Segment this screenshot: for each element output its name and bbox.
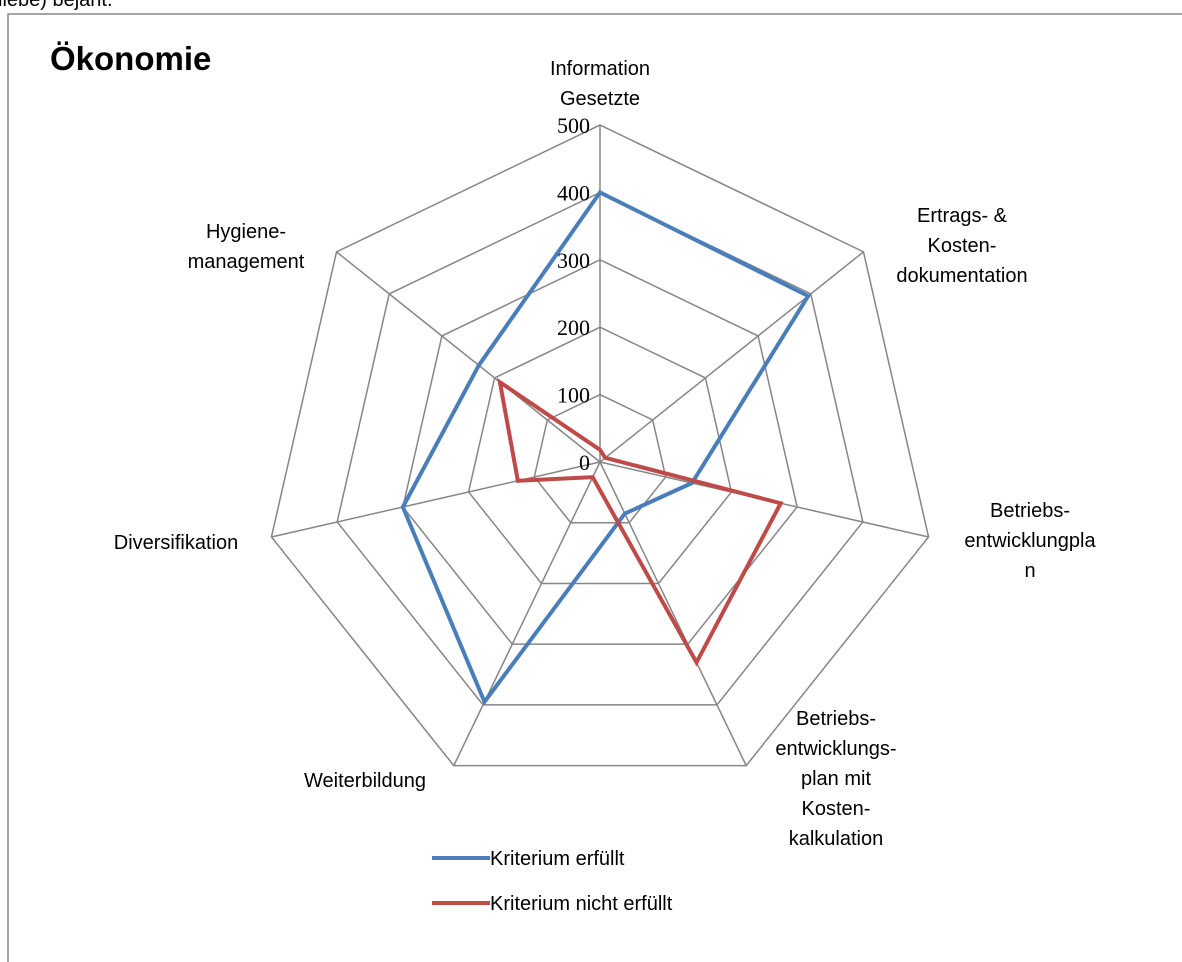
series-line <box>497 377 784 667</box>
spoke <box>271 461 601 538</box>
legend-label: Kriterium nicht erfüllt <box>490 893 673 915</box>
series-line <box>400 189 812 706</box>
y-tick-label: 100 <box>557 383 590 408</box>
axis-label: Diversifikation <box>114 532 238 554</box>
y-tick-label: 0 <box>579 450 590 475</box>
axis-label: Weiterbildung <box>304 770 426 792</box>
axis-label: Betriebs-entwicklungs-plan mit Kosten-kal… <box>775 708 896 850</box>
legend-label: Kriterium erfüllt <box>490 848 625 870</box>
chart-title: Ökonomie <box>50 40 211 77</box>
grid-ring <box>336 191 864 706</box>
spoke <box>599 251 864 463</box>
y-tick-label: 400 <box>557 180 590 205</box>
grid-ring <box>533 393 667 524</box>
grid-ring <box>467 326 733 585</box>
axis-label: Betriebs-entwicklungpla n <box>964 500 1096 582</box>
y-tick-label: 500 <box>557 113 590 138</box>
grid-ring <box>270 124 930 767</box>
axis-label: Hygiene-management <box>188 221 305 273</box>
spoke <box>336 251 601 463</box>
spoke <box>453 461 601 766</box>
axis-label: Ertrags- & Kosten-dokumentation <box>896 205 1027 287</box>
chart-frame <box>7 13 1182 962</box>
y-tick-label: 300 <box>557 248 590 273</box>
header-fragment: liebe) bejaht. <box>0 0 113 11</box>
axis-label: Information Gesetzte <box>550 58 650 110</box>
y-tick-label: 200 <box>557 315 590 340</box>
